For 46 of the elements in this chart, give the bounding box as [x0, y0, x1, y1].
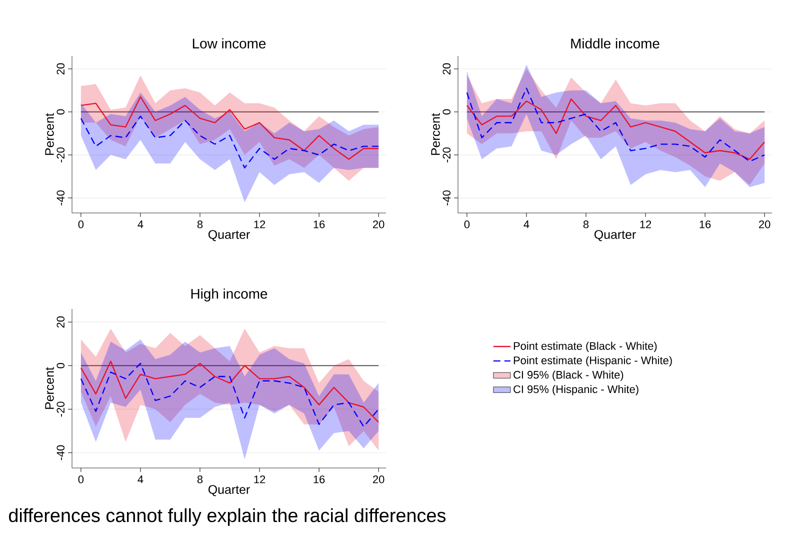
x-tick-label: 0	[78, 476, 84, 484]
chart-title: Low income	[192, 38, 266, 48]
x-tick-label: 20	[373, 220, 384, 228]
chart-title: High income	[191, 288, 268, 302]
y-tick-label: 0	[56, 109, 65, 115]
y-tick-label: -20	[56, 402, 65, 417]
text: CI 95% (Black - White)	[514, 370, 624, 381]
x-tick-label: 0	[78, 220, 84, 228]
line-series	[80, 116, 380, 168]
x-tick-label: 0	[464, 220, 470, 228]
x-tick-label: 8	[197, 220, 203, 228]
x-tick-label: 16	[700, 220, 711, 228]
x-axis-title: Quarter	[208, 230, 250, 242]
y-tick-label: -40	[56, 190, 65, 206]
x-tick-label: 4	[138, 476, 144, 484]
y-tick-label: 20	[56, 316, 65, 328]
x-tick-label: 4	[524, 220, 530, 228]
y-axis-title: Percent	[431, 113, 440, 155]
text: differences cannot fully explain the racial differences	[9, 508, 446, 526]
line-series	[80, 96, 380, 160]
x-axis-title: Quarter	[208, 485, 250, 496]
x-tick-label: 4	[138, 220, 144, 228]
x-tick-label: 20	[373, 476, 384, 484]
x-tick-label: 12	[254, 476, 266, 484]
legend-label: Point estimate (Black - White)	[514, 342, 657, 352]
x-tick-label: 12	[640, 220, 652, 228]
x-tick-label: 16	[314, 220, 325, 228]
chart-title: Middle income	[571, 38, 660, 48]
x-tick-label: 16	[314, 476, 325, 484]
y-tick-label: 0	[56, 363, 65, 368]
x-tick-label: 8	[583, 220, 589, 228]
y-tick-label: -40	[442, 190, 451, 206]
x-axis-title: Quarter	[594, 230, 636, 242]
y-tick-label: -20	[442, 147, 451, 162]
y-tick-label: 20	[56, 63, 65, 74]
x-tick-label: 8	[197, 476, 203, 484]
x-tick-label: 20	[759, 220, 770, 228]
y-axis-title: Percent	[45, 367, 54, 409]
y-tick-label: -20	[56, 147, 65, 162]
y-axis-title: Percent	[45, 113, 54, 155]
x-tick-label: 12	[254, 220, 266, 228]
text: CI 95% (Hispanic - White)	[514, 385, 638, 396]
y-tick-label: 0	[442, 109, 451, 115]
legend-label: Point estimate (Hispanic - White)	[514, 356, 672, 366]
y-tick-label: 20	[442, 63, 451, 74]
y-tick-label: -40	[56, 445, 65, 460]
